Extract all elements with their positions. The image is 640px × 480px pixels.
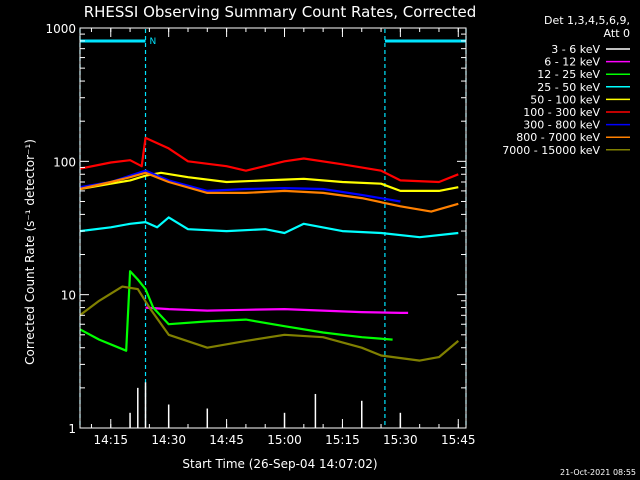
x-tick-label: 14:30: [151, 433, 186, 447]
x-tick-label: 14:45: [209, 433, 244, 447]
series-line: [79, 171, 459, 213]
legend-label: 300 - 800 keV: [523, 119, 600, 132]
legend-label: 800 - 7000 keV: [516, 131, 600, 144]
x-tick-label: 15:00: [267, 433, 302, 447]
series-line: [79, 136, 459, 184]
series-9: [79, 285, 460, 362]
legend-label: 25 - 50 keV: [537, 81, 600, 94]
flag-marker-label: N: [150, 37, 157, 47]
series-line: [79, 216, 459, 239]
legend-label: 3 - 6 keV: [551, 43, 600, 56]
series-6: [79, 136, 459, 184]
x-tick-label: 15:30: [383, 433, 418, 447]
series-line: [79, 171, 459, 192]
x-tick-label: 14:15: [93, 433, 128, 447]
series-2: [145, 306, 409, 314]
series-4: [79, 216, 459, 239]
y-tick-label: 10: [61, 289, 76, 303]
series-5: [79, 171, 459, 192]
series-line: [79, 270, 393, 352]
y-tick-label: 1: [68, 422, 76, 436]
axis-layer: 1 10 100 1000 14:15 14:30 14:45 15:00 15:15 15:30…: [45, 22, 475, 447]
x-axis-label: Start Time (26-Sep-04 14:07:02): [182, 457, 377, 471]
series-8: [79, 171, 459, 213]
legend-header-line1: Det 1,3,4,5,6,9,: [544, 14, 630, 27]
legend-header-line2: Att 0: [604, 27, 630, 40]
footer-date: 21-Oct-2021 08:55: [560, 468, 636, 477]
series-line: [145, 306, 409, 314]
chart-title: RHESSI Observing Summary Count Rates, Co…: [84, 3, 477, 21]
legend-label: 50 - 100 keV: [530, 93, 600, 106]
y-tick-label: 1000: [45, 22, 76, 36]
y-axis-label: Corrected Count Rate (s⁻¹ detector⁻¹): [23, 139, 37, 365]
series-3: [79, 270, 393, 352]
legend-label: 12 - 25 keV: [537, 68, 600, 81]
series-line: [79, 285, 460, 362]
legend-label: 100 - 300 keV: [523, 106, 600, 119]
y-tick-label: 100: [53, 155, 76, 169]
x-tick-label: 15:45: [441, 433, 476, 447]
x-tick-label: 15:15: [325, 433, 360, 447]
plot-frame: [79, 27, 467, 429]
legend-label: 7000 - 15000 keV: [502, 144, 600, 157]
legend-label: 6 - 12 keV: [544, 56, 600, 69]
